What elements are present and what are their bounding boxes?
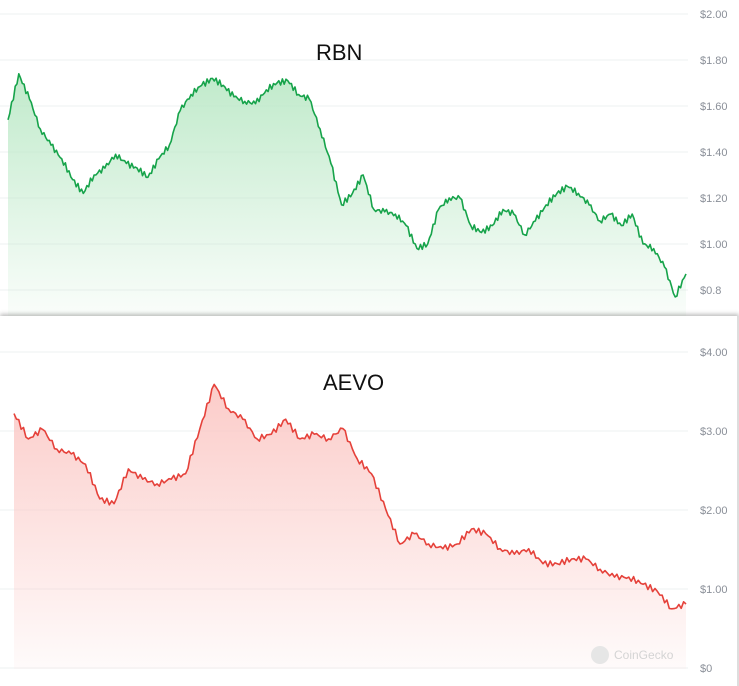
coingecko-logo-icon (591, 646, 609, 664)
y-tick-label: $0.8 (700, 285, 721, 297)
y-tick-label: $1.20 (700, 193, 728, 205)
aevo-chart: $4.00 $3.00 $2.00 $1.00 $0 CoinGecko (0, 347, 728, 675)
price-line (7, 73, 687, 298)
y-tick-label: $1.00 (700, 239, 728, 251)
rbn-chart-panel: $2.00 $1.80 $1.60 $1.40 $1.20 $1.00 $0.8 RBN (0, 0, 739, 318)
y-tick-label: $1.00 (700, 584, 728, 596)
price-area-fill (14, 384, 686, 669)
aevo-chart-title: AEVO (323, 370, 385, 395)
price-line (13, 383, 687, 610)
y-tick-label: $2.00 (700, 9, 728, 21)
y-tick-label: $1.60 (700, 101, 728, 113)
y-tick-label: $1.80 (700, 55, 728, 67)
coingecko-watermark: CoinGecko (614, 648, 674, 662)
y-tick-label: $3.00 (700, 426, 728, 438)
price-area-fill (8, 73, 686, 316)
y-tick-label: $1.40 (700, 147, 728, 159)
y-tick-label: $2.00 (700, 505, 728, 517)
aevo-chart-panel: $4.00 $3.00 $2.00 $1.00 $0 CoinGecko AEVO (0, 316, 739, 686)
y-tick-label: $0 (700, 663, 712, 675)
rbn-chart-title: RBN (316, 40, 363, 65)
rbn-chart: $2.00 $1.80 $1.60 $1.40 $1.20 $1.00 $0.8 (0, 9, 728, 316)
y-tick-label: $4.00 (700, 347, 728, 359)
